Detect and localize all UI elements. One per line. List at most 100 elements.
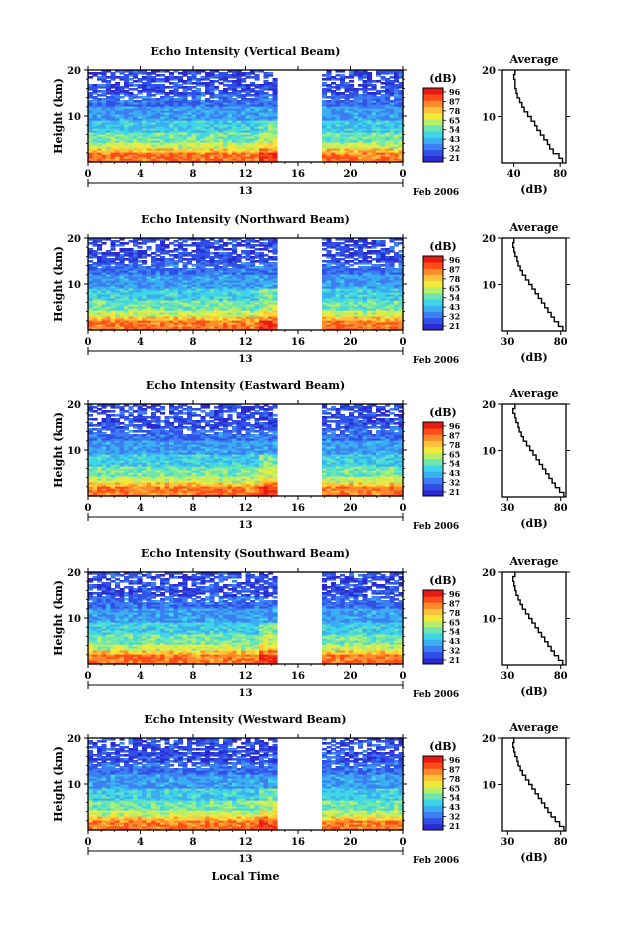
heatmap-cell: [367, 92, 373, 95]
heatmap-cell: [227, 160, 233, 163]
heatmap-cell: [155, 160, 161, 163]
heatmap-cell: [110, 146, 116, 149]
heatmap-cell: [263, 138, 269, 141]
heatmap-cell: [259, 92, 265, 95]
heatmap-cell: [205, 120, 211, 123]
heatmap-cell: [106, 156, 112, 159]
heatmap-cell: [218, 104, 224, 107]
heatmap-cell: [263, 116, 269, 119]
heatmap-cell: [160, 110, 166, 113]
heatmap-cells: [88, 70, 404, 163]
heatmap-cell: [245, 132, 251, 135]
heatmap-cell: [263, 120, 269, 123]
heatmap-cell: [353, 102, 359, 105]
heatmap-cell: [268, 94, 274, 97]
heatmap-cell: [146, 154, 152, 157]
heatmap-cell: [367, 88, 373, 91]
heatmap-cell: [335, 136, 341, 139]
heatmap-cell: [142, 116, 148, 119]
heatmap-cell: [164, 244, 170, 247]
heatmap-cell: [124, 248, 130, 251]
heatmap-cell: [398, 116, 404, 119]
heatmap-cell: [331, 106, 337, 109]
heatmap-cell: [160, 148, 166, 151]
heatmap-cell: [385, 102, 391, 105]
heatmap-cell: [349, 110, 355, 113]
heatmap-cell: [155, 122, 161, 125]
heatmap-cell: [371, 100, 377, 103]
heatmap-cell: [88, 120, 94, 123]
heatmap-cell: [344, 120, 350, 123]
heatmap-cell: [115, 106, 121, 109]
heatmap-cell: [358, 108, 364, 111]
heatmap-cell: [340, 116, 346, 119]
heatmap-cell: [106, 102, 112, 105]
heatmap-cell: [236, 78, 242, 81]
heatmap-cell: [97, 76, 103, 79]
heatmap-cell: [349, 120, 355, 123]
heatmap-cell: [124, 152, 130, 155]
heatmap-cell: [340, 150, 346, 153]
heatmap-cell: [205, 86, 211, 89]
heatmap-cell: [376, 160, 382, 163]
heatmap-cell: [209, 154, 215, 157]
heatmap-cell: [124, 146, 130, 149]
heatmap-cell: [241, 130, 247, 133]
heatmap-cell: [389, 120, 395, 123]
heatmap-cell: [259, 88, 265, 91]
heatmap-cell: [236, 158, 242, 161]
heatmap-cell: [263, 152, 269, 155]
heatmap-cell: [218, 92, 224, 95]
heatmap-cell: [218, 244, 224, 247]
heatmap-cell: [353, 146, 359, 149]
heatmap-cell: [367, 266, 373, 269]
heatmap-cell: [227, 148, 233, 151]
heatmap-cell: [349, 140, 355, 143]
heatmap-cell: [371, 122, 377, 125]
heatmap-cell: [232, 114, 238, 117]
heatmap-cell: [106, 92, 112, 95]
heatmap-cell: [394, 134, 400, 137]
heatmap-cell: [205, 156, 211, 159]
heatmap-cell: [322, 140, 328, 143]
heatmap-cell: [205, 102, 211, 105]
heatmap-cell: [155, 146, 161, 149]
heatmap-cell: [182, 90, 188, 93]
heatmap-cell: [250, 160, 256, 163]
heatmap-cell: [218, 156, 224, 159]
heatmap-cell: [358, 152, 364, 155]
heatmap-cell: [326, 116, 332, 119]
heatmap-cell: [218, 78, 224, 81]
heatmap-cell: [236, 86, 242, 89]
heatmap-cell: [398, 158, 404, 161]
heatmap-cell: [389, 144, 395, 147]
heatmap-cell: [88, 100, 94, 103]
heatmap-cell: [263, 160, 269, 163]
heatmap-cell: [223, 160, 229, 163]
heatmap-cell: [119, 110, 125, 113]
heatmap-cell: [362, 146, 368, 149]
heatmap-cell: [142, 110, 148, 113]
heatmap-cell: [322, 96, 328, 99]
heatmap-cell: [173, 112, 179, 115]
heatmap-cell: [236, 128, 242, 131]
heatmap-cell: [236, 94, 242, 97]
heatmap-cell: [164, 118, 170, 121]
heatmap-cell: [232, 132, 238, 135]
heatmap-cell: [97, 158, 103, 161]
heatmap-cell: [245, 138, 251, 141]
heatmap-cell: [200, 150, 206, 153]
heatmap-cell: [196, 144, 202, 147]
heatmap-cell: [250, 94, 256, 97]
heatmap-cell: [115, 118, 121, 121]
heatmap-cell: [331, 78, 337, 81]
heatmap-cell: [371, 94, 377, 97]
heatmap-cell: [133, 108, 139, 111]
panel-1: Echo Intensity (Vertical Beam)Height (km…: [52, 45, 570, 198]
heatmap-cell: [371, 110, 377, 113]
heatmap-cell: [398, 124, 404, 127]
heatmap-cell: [349, 144, 355, 147]
heatmap-cell: [394, 80, 400, 83]
heatmap-cell: [115, 124, 121, 127]
heatmap-cell: [182, 154, 188, 157]
